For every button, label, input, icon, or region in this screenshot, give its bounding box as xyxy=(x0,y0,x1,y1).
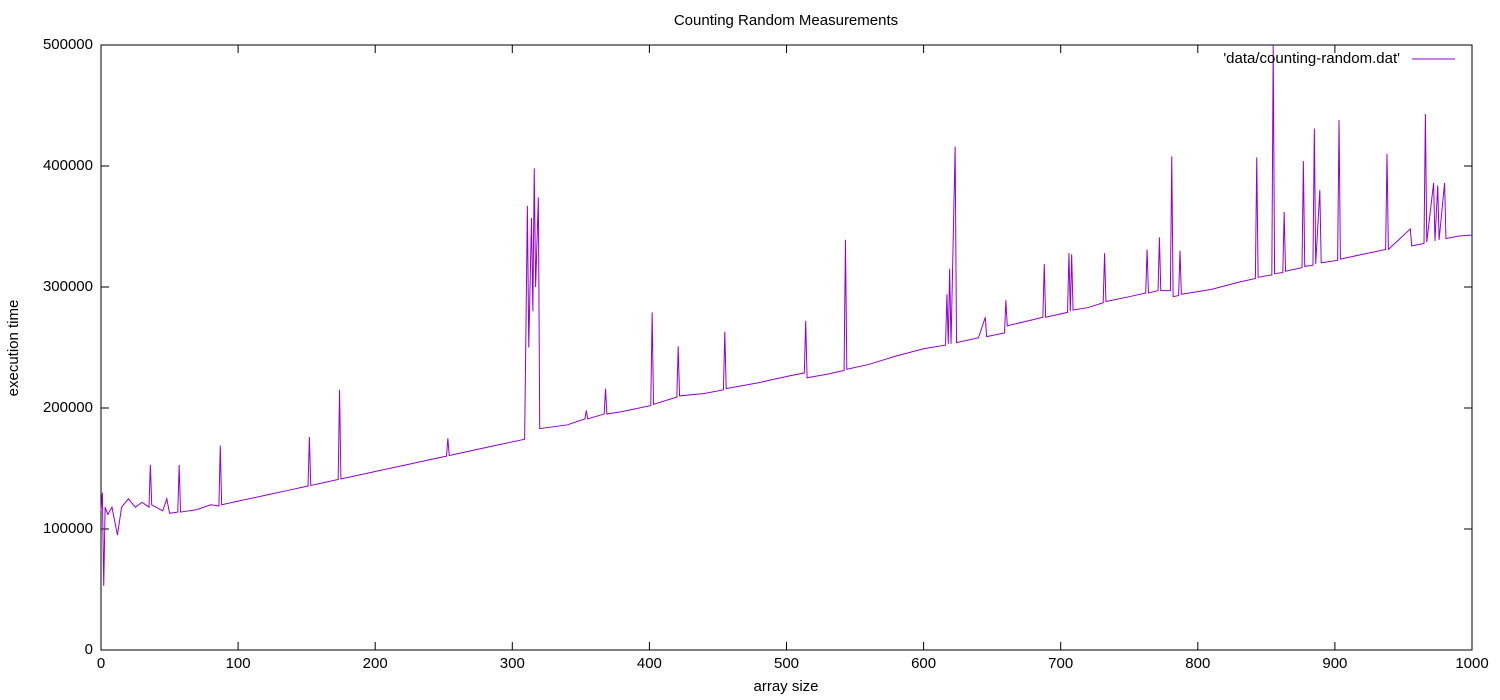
x-tick-label: 100 xyxy=(226,655,251,672)
y-tick-label: 500000 xyxy=(43,36,93,53)
x-tick-label: 500 xyxy=(774,655,799,672)
x-tick-label: 0 xyxy=(97,655,105,672)
data-line xyxy=(100,44,1473,586)
y-tick-label: 400000 xyxy=(43,157,93,174)
x-axis-label: array size xyxy=(753,678,818,695)
y-axis-label: execution time xyxy=(5,300,22,397)
y-tick-label: 200000 xyxy=(43,399,93,416)
x-tick-label: 300 xyxy=(500,655,525,672)
plot-border xyxy=(100,44,1473,651)
y-tick-label: 0 xyxy=(85,641,93,658)
x-tick-label: 700 xyxy=(1048,655,1073,672)
x-tick-label: 1000 xyxy=(1455,655,1488,672)
chart-title: Counting Random Measurements xyxy=(674,12,898,29)
x-tick-label: 900 xyxy=(1322,655,1347,672)
x-tick-label: 200 xyxy=(363,655,388,672)
y-tick-label: 300000 xyxy=(43,278,93,295)
x-tick-label: 800 xyxy=(1185,655,1210,672)
x-tick-label: 400 xyxy=(637,655,662,672)
y-tick-label: 100000 xyxy=(43,520,93,537)
legend-label: 'data/counting-random.dat' xyxy=(1223,50,1400,67)
x-tick-label: 600 xyxy=(911,655,936,672)
